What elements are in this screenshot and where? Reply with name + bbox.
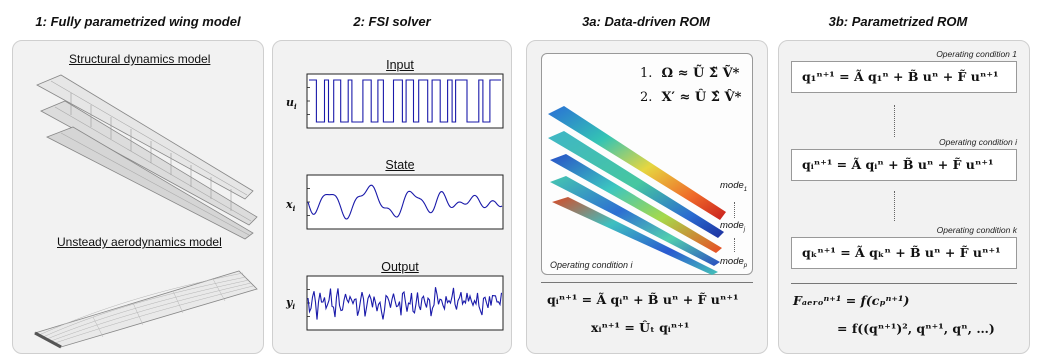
- input-label: Input: [386, 58, 414, 72]
- oc-k-label: Operating condition k: [936, 225, 1017, 235]
- faero-eq-1: Fₐₑᵣₒⁿ⁺¹ = f(cₚⁿ⁺¹): [793, 293, 910, 308]
- operating-condition-label: Operating condition i: [550, 260, 633, 270]
- input-signal-plot: [306, 73, 504, 129]
- structural-model-illustration: [36, 74, 258, 240]
- oc-1-label: Operating condition 1: [936, 49, 1017, 59]
- rom-eq-k: qₖⁿ⁺¹ = Ã qₖⁿ + B̃ uⁿ + F̃ uⁿ⁺¹: [802, 245, 1001, 260]
- mode-dots-2: [734, 238, 735, 252]
- mode-j-label: modej: [720, 220, 746, 233]
- state-frame: [306, 174, 504, 230]
- mode-shapes-box: 1. Ω ≈ Ũ Σ̃ Ṽ* 2. X′ ≈ Û Σ̂ V̂*: [541, 53, 753, 275]
- mode-shapes-illustration: [548, 106, 726, 275]
- panel-wing-model: Structural dynamics model Unsteady aerod…: [12, 40, 264, 354]
- aero-model-illustration: [33, 270, 258, 349]
- mode-dots-1: [734, 202, 735, 218]
- input-frame: [306, 73, 504, 129]
- faero-divider: [791, 283, 1017, 284]
- output-symbol: yi: [286, 296, 296, 312]
- output-trace: [307, 287, 503, 320]
- panel-1-title: 1: Fully parametrized wing model: [35, 14, 241, 29]
- structural-model-label: Structural dynamics model: [69, 52, 211, 66]
- oc-dots-2: [894, 191, 895, 221]
- output-label: Output: [381, 260, 419, 274]
- panel-data-driven-rom: 1. Ω ≈ Ũ Σ̃ Ṽ* 2. X′ ≈ Û Σ̂ V̂*: [526, 40, 768, 354]
- state-trace: [307, 184, 503, 220]
- panel-2-title: 2: FSI solver: [353, 14, 431, 29]
- faero-eq-2: = f((qⁿ⁺¹)², qⁿ⁺¹, qⁿ, …): [837, 321, 995, 336]
- rom-output-equation: xᵢⁿ⁺¹ = Ûₜ qᵢⁿ⁺¹: [591, 320, 690, 335]
- output-signal-plot: [306, 275, 504, 331]
- aero-model-label: Unsteady aerodynamics model: [57, 235, 222, 249]
- rom-eq-1: q₁ⁿ⁺¹ = Ã q₁ⁿ + B̃ uⁿ + F̃ uⁿ⁺¹: [802, 69, 999, 84]
- rom-box-i: qᵢⁿ⁺¹ = Ã qᵢⁿ + B̃ uⁿ + F̃ uⁿ⁺¹: [791, 149, 1017, 181]
- rom-box-1: q₁ⁿ⁺¹ = Ã q₁ⁿ + B̃ uⁿ + F̃ uⁿ⁺¹: [791, 61, 1017, 93]
- rom-eq-i: qᵢⁿ⁺¹ = Ã qᵢⁿ + B̃ uⁿ + F̃ uⁿ⁺¹: [802, 157, 994, 172]
- panel-parametrized-rom: Operating condition 1 q₁ⁿ⁺¹ = Ã q₁ⁿ + B̃…: [778, 40, 1030, 354]
- panel-3a-title: 3a: Data-driven ROM: [582, 14, 710, 29]
- state-symbol: xi: [286, 198, 296, 214]
- mode-p-label: modep: [720, 256, 748, 269]
- rom-box-k: qₖⁿ⁺¹ = Ã qₖⁿ + B̃ uⁿ + F̃ uⁿ⁺¹: [791, 237, 1017, 269]
- state-label: State: [385, 158, 415, 172]
- oc-i-label: Operating condition i: [939, 137, 1017, 147]
- state-signal-plot: [306, 174, 504, 230]
- oc-dots-1: [894, 105, 895, 137]
- input-symbol: ui: [286, 96, 297, 112]
- rom-divider: [541, 282, 753, 283]
- input-trace: [309, 79, 501, 123]
- dmd-eq-1: 1. Ω ≈ Ũ Σ̃ Ṽ*: [640, 66, 740, 81]
- panel-fsi-solver: Input ui State xi Output yi: [272, 40, 512, 354]
- rom-state-equation: qᵢⁿ⁺¹ = Ã qᵢⁿ + B̃ uⁿ + F̃ uⁿ⁺¹: [547, 292, 739, 307]
- panel-3b-title: 3b: Parametrized ROM: [828, 14, 968, 29]
- dmd-eq-2: 2. X′ ≈ Û Σ̂ V̂*: [640, 90, 742, 105]
- mode-1-label: mode1: [720, 180, 748, 193]
